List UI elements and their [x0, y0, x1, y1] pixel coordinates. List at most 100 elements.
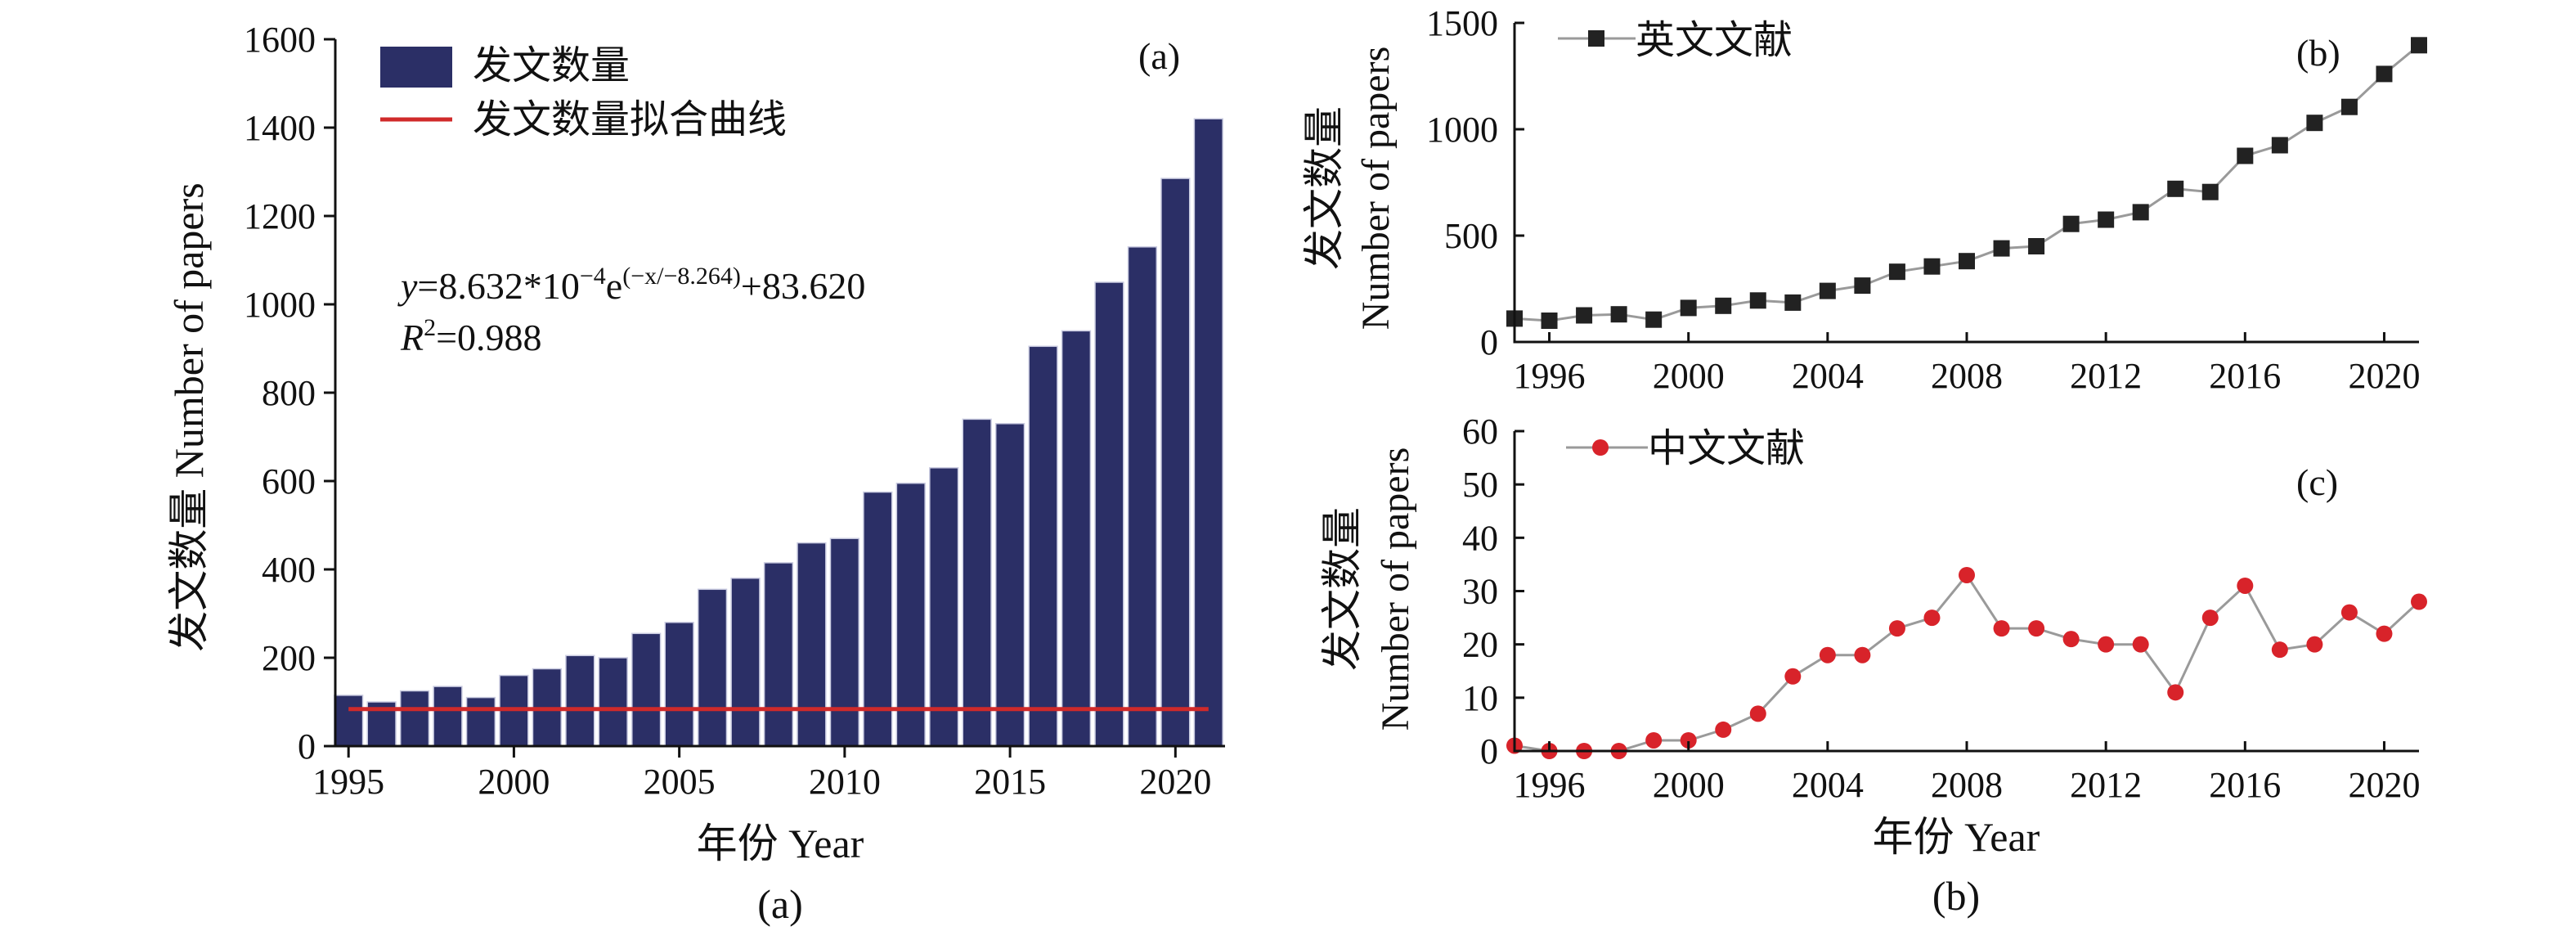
panel-a-legend: 发文数量 发文数量拟合曲线 — [380, 44, 787, 142]
x-tick-label: 2012 — [2070, 356, 2142, 396]
point-2010 — [2028, 620, 2045, 637]
point-2001 — [1715, 297, 1732, 314]
point-2009 — [1993, 620, 2010, 637]
legend-label-bars: 发文数量 — [473, 44, 630, 88]
equation-tail: +83.620 — [741, 265, 865, 307]
panel-a-x-ticks: 1995 2000 2005 2010 2015 2020 — [312, 746, 1211, 802]
point-2021 — [2411, 593, 2427, 610]
y-tick-label: 10 — [1462, 678, 1498, 718]
point-2020 — [2376, 65, 2393, 83]
panel-b-markers — [1506, 37, 2427, 329]
panel-a-caption: (a) — [757, 881, 803, 927]
panel-c-y-ticks: 0 10 20 30 40 50 60 — [1462, 412, 1524, 771]
bar-2003 — [598, 657, 628, 747]
x-tick-label: 2016 — [2209, 356, 2281, 396]
x-tick-label: 1996 — [1514, 356, 1586, 396]
panel-b-y-axis-title-en: Number of papers — [1354, 47, 1398, 331]
point-2002 — [1749, 705, 1766, 722]
bar-1998 — [433, 686, 463, 747]
fit-equation: y=8.632*10−4e(−x/−8.264)+83.620 — [397, 263, 865, 307]
r-squared-r: R — [400, 317, 424, 358]
y-tick-label: 600 — [262, 461, 316, 501]
point-2010 — [2028, 238, 2045, 254]
bar-2006 — [697, 588, 728, 747]
equation-exp1: −4 — [580, 263, 606, 290]
panel-b-axes — [1513, 23, 2419, 344]
equation-exp2: (−x/−8.264) — [622, 263, 741, 290]
point-2020 — [2376, 625, 2393, 642]
point-2012 — [2098, 211, 2115, 228]
panel-b-x-ticks: 1996 2000 2004 2008 2012 2016 2020 — [1514, 332, 2420, 396]
point-2011 — [2062, 631, 2080, 648]
panel-b-line — [1514, 44, 2420, 322]
y-tick-label: 200 — [262, 638, 316, 678]
x-tick-label: 2010 — [809, 762, 881, 802]
point-2014 — [2167, 684, 2184, 701]
point-2003 — [1784, 294, 1802, 311]
bar-2018 — [1094, 281, 1124, 747]
equation-e: e — [606, 265, 622, 307]
panel-b-chart: 0 500 1000 1500 1996 2000 2004 2008 2012 2016 202… — [1301, 3, 2427, 396]
legend-swatch-bars — [380, 47, 452, 88]
bar-2002 — [565, 654, 595, 747]
x-tick-label: 1995 — [312, 762, 384, 802]
legend-label-chinese: 中文文献 — [1648, 427, 1805, 470]
y-tick-label: 0 — [1480, 322, 1498, 362]
x-tick-label: 2005 — [644, 762, 716, 802]
point-2017 — [2271, 641, 2288, 659]
y-tick-label: 400 — [262, 550, 316, 590]
panel-c-y-axis-title-en: Number of papers — [1374, 448, 1417, 731]
bar-2020 — [1160, 178, 1191, 747]
panel-a-bars — [334, 118, 1223, 747]
panel-c-y-axis-title-cn: 发文数量 — [1319, 507, 1365, 671]
x-tick-label: 2004 — [1792, 356, 1864, 396]
point-2004 — [1819, 282, 1836, 299]
point-2019 — [2340, 98, 2358, 115]
point-2009 — [1993, 240, 2010, 257]
y-tick-label: 0 — [298, 726, 316, 767]
point-2013 — [2132, 636, 2149, 653]
y-tick-label: 1400 — [244, 108, 316, 148]
point-2008 — [1959, 253, 1975, 270]
panel-c-x-ticks: 1996 2000 2004 2008 2012 2016 2020 — [1514, 741, 2420, 805]
bar-1997 — [399, 690, 430, 747]
y-tick-label: 50 — [1462, 465, 1498, 505]
y-tick-label: 60 — [1462, 412, 1498, 452]
point-2000 — [1680, 299, 1697, 317]
bar-1995 — [334, 695, 364, 747]
point-1998 — [1610, 306, 1627, 323]
bar-1999 — [465, 696, 496, 747]
bar-2016 — [1028, 345, 1058, 747]
y-tick-label: 500 — [1444, 216, 1498, 256]
y-tick-label: 1500 — [1426, 3, 1498, 43]
x-tick-label: 2000 — [1653, 356, 1725, 396]
equation-mid: =8.632*10 — [417, 265, 579, 307]
panel-a-y-axis-title: 发文数量 Number of papers — [166, 182, 212, 652]
point-2005 — [1854, 277, 1871, 295]
panel-c-markers — [1506, 566, 2427, 759]
x-tick-label: 2000 — [478, 762, 550, 802]
panel-c-caption: (b) — [1932, 873, 1980, 919]
point-2017 — [2271, 137, 2288, 154]
point-2013 — [2132, 204, 2149, 221]
bar-2019 — [1127, 246, 1158, 747]
r-squared-value: =0.988 — [436, 317, 541, 358]
x-tick-label: 2008 — [1931, 765, 2003, 805]
panel-a-x-axis-title: 年份 Year — [697, 821, 864, 866]
point-2006 — [1888, 263, 1905, 281]
point-2008 — [1959, 566, 1975, 583]
panel-b-legend: 英文文献 — [1558, 19, 1793, 62]
point-2002 — [1749, 292, 1766, 309]
x-tick-label: 2004 — [1792, 765, 1864, 805]
y-tick-label: 30 — [1462, 572, 1498, 612]
bar-2004 — [631, 632, 662, 747]
bar-2021 — [1193, 118, 1223, 747]
bar-2010 — [829, 537, 860, 747]
panel-a-label: (a) — [1138, 35, 1180, 77]
bar-2014 — [962, 418, 992, 747]
panel-b-label: (b) — [2296, 32, 2340, 74]
y-tick-label: 40 — [1462, 518, 1498, 558]
panel-a-y-ticks: 0 200 400 600 800 1000 1200 1400 1600 — [244, 20, 335, 767]
panel-c-x-axis-title: 年份 Year — [1873, 814, 2040, 860]
